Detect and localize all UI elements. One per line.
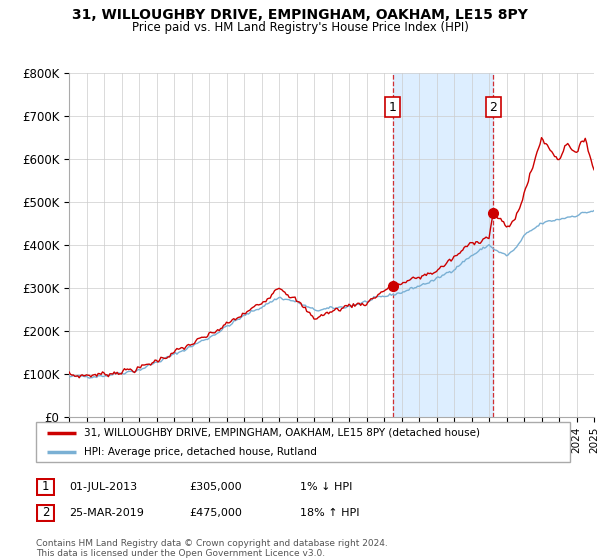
Text: HPI: Average price, detached house, Rutland: HPI: Average price, detached house, Rutl… bbox=[84, 447, 317, 457]
Text: 18% ↑ HPI: 18% ↑ HPI bbox=[300, 508, 359, 518]
Text: 1% ↓ HPI: 1% ↓ HPI bbox=[300, 482, 352, 492]
Text: 25-MAR-2019: 25-MAR-2019 bbox=[69, 508, 144, 518]
Text: £305,000: £305,000 bbox=[189, 482, 242, 492]
Text: 1: 1 bbox=[42, 480, 49, 493]
Text: £475,000: £475,000 bbox=[189, 508, 242, 518]
Text: 31, WILLOUGHBY DRIVE, EMPINGHAM, OAKHAM, LE15 8PY: 31, WILLOUGHBY DRIVE, EMPINGHAM, OAKHAM,… bbox=[72, 8, 528, 22]
Bar bbox=[393, 73, 493, 417]
Text: 1: 1 bbox=[389, 101, 397, 114]
Text: 2: 2 bbox=[42, 506, 49, 520]
Text: 31, WILLOUGHBY DRIVE, EMPINGHAM, OAKHAM, LE15 8PY (detached house): 31, WILLOUGHBY DRIVE, EMPINGHAM, OAKHAM,… bbox=[84, 428, 480, 438]
FancyBboxPatch shape bbox=[37, 505, 54, 521]
FancyBboxPatch shape bbox=[37, 479, 54, 494]
Text: 01-JUL-2013: 01-JUL-2013 bbox=[69, 482, 137, 492]
Text: Contains HM Land Registry data © Crown copyright and database right 2024.
This d: Contains HM Land Registry data © Crown c… bbox=[36, 539, 388, 558]
Text: Price paid vs. HM Land Registry's House Price Index (HPI): Price paid vs. HM Land Registry's House … bbox=[131, 21, 469, 34]
FancyBboxPatch shape bbox=[36, 422, 570, 462]
Text: 2: 2 bbox=[490, 101, 497, 114]
